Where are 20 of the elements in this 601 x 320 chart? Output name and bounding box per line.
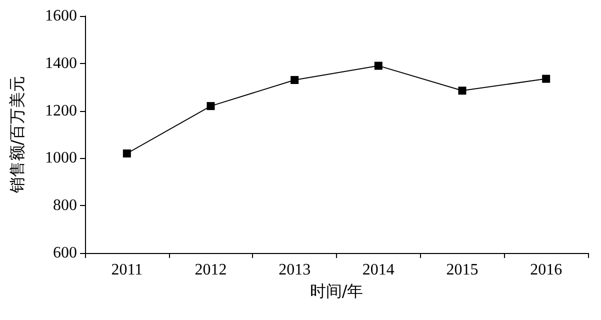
x-tick-label: 2014 <box>362 262 394 278</box>
y-tick-label: 1600 <box>45 8 77 24</box>
y-tick-label: 600 <box>53 244 77 262</box>
y-tick-label: 800 <box>53 197 77 214</box>
y-tick-label: 1400 <box>45 54 77 72</box>
point <box>542 74 550 83</box>
point <box>206 102 215 110</box>
x-tick-label: 2011 <box>111 262 143 278</box>
point <box>458 86 466 95</box>
y-tick-label: 1000 <box>45 150 77 167</box>
x-tick-label: 2013 <box>278 262 311 278</box>
point <box>374 62 382 70</box>
x-tick-label: 2016 <box>530 262 562 278</box>
x-axis-title: 时间/年 <box>310 282 364 300</box>
x-tick-label: 2015 <box>446 262 478 278</box>
y-tick-label: 1200 <box>45 102 77 120</box>
point <box>122 149 131 158</box>
y-axis-title: 销售额/百万美元 <box>8 76 26 194</box>
x-tick-label: 2012 <box>194 262 227 278</box>
point <box>290 76 299 84</box>
